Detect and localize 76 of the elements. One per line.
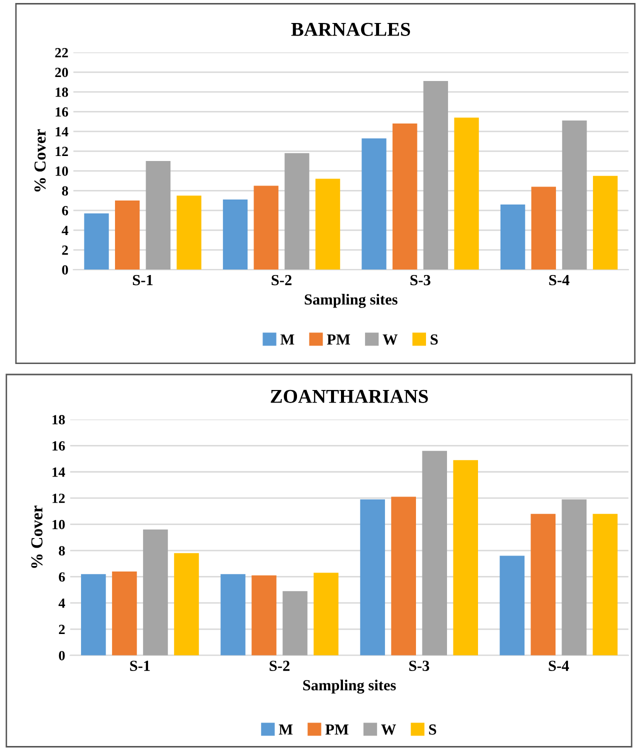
- bar: [500, 204, 526, 270]
- bar: [315, 178, 340, 270]
- bar: [282, 591, 308, 656]
- y-tick-label: 18: [52, 415, 65, 424]
- y-tick-label: 18: [56, 88, 68, 97]
- bar: [254, 186, 278, 270]
- bar: [143, 530, 168, 656]
- y-tick-label: 22: [55, 48, 68, 58]
- bar: [500, 556, 525, 656]
- bar: [112, 571, 137, 656]
- x-tick-label: S-1: [132, 274, 153, 286]
- y-tick-label: 4: [62, 226, 68, 235]
- y-tick-label: 16: [56, 107, 68, 117]
- bar: [530, 514, 556, 656]
- y-tick-label: 6: [58, 572, 65, 582]
- chart-title: ZOANTHARIANS: [270, 390, 428, 403]
- x-tick-label: S-4: [549, 274, 570, 286]
- bar: [174, 553, 199, 656]
- y-tick-label: 10: [52, 520, 65, 530]
- bar: [592, 514, 618, 656]
- x-axis-title: Sampling sites: [304, 294, 398, 308]
- bar: [176, 196, 202, 270]
- bar: [314, 572, 338, 656]
- y-axis-title: % Cover: [34, 129, 46, 192]
- chart-title: BARNACLES: [291, 22, 410, 36]
- bar: [252, 575, 276, 656]
- y-tick-label: 2: [62, 246, 68, 255]
- y-tick-label: 8: [62, 186, 68, 196]
- bar: [453, 460, 478, 656]
- y-tick-label: 14: [56, 127, 68, 136]
- y-tick-label: 0: [58, 650, 65, 660]
- x-tick-label: S-2: [272, 274, 292, 286]
- bar: [391, 496, 416, 656]
- legend-label: W: [381, 724, 396, 735]
- x-tick-label: S-1: [130, 660, 150, 671]
- y-tick-label: 16: [52, 441, 65, 451]
- legend-label: PM: [325, 724, 348, 735]
- y-tick-label: 0: [62, 265, 68, 275]
- y-tick-label: 12: [52, 494, 65, 503]
- bar: [423, 81, 448, 270]
- y-tick-label: 2: [58, 624, 65, 634]
- legend-label: M: [278, 724, 293, 735]
- bar: [454, 118, 479, 270]
- bar: [592, 176, 618, 270]
- bar: [360, 499, 385, 656]
- bar: [562, 120, 587, 270]
- legend-label: W: [382, 334, 398, 345]
- x-tick-label: S-3: [409, 660, 430, 671]
- y-tick-label: 14: [52, 468, 66, 477]
- bar: [531, 186, 556, 270]
- bar: [392, 124, 418, 270]
- bar: [284, 153, 310, 270]
- bar: [222, 200, 248, 270]
- x-tick-label: S-2: [270, 660, 290, 671]
- legend-label: S: [430, 334, 438, 345]
- y-tick-label: 12: [56, 146, 68, 156]
- y-tick-label: 6: [62, 206, 68, 216]
- y-tick-label: 20: [55, 68, 68, 78]
- x-axis-title: Sampling sites: [303, 680, 396, 694]
- x-tick-label: S-3: [410, 274, 430, 286]
- x-tick-label: S-4: [548, 660, 569, 671]
- bar: [84, 213, 109, 270]
- bar: [562, 499, 587, 656]
- y-tick-label: 8: [58, 546, 65, 556]
- legend-label: S: [429, 724, 436, 735]
- legend-label: PM: [326, 334, 350, 344]
- legend-label: M: [280, 334, 294, 344]
- bar: [362, 138, 386, 270]
- bar: [146, 161, 171, 270]
- y-tick-label: 4: [58, 598, 66, 608]
- y-tick-label: 10: [56, 166, 68, 176]
- bar: [81, 574, 106, 656]
- y-axis-title: % Cover: [31, 506, 43, 568]
- bar: [220, 574, 246, 656]
- bar: [422, 450, 447, 656]
- bar: [115, 200, 140, 270]
